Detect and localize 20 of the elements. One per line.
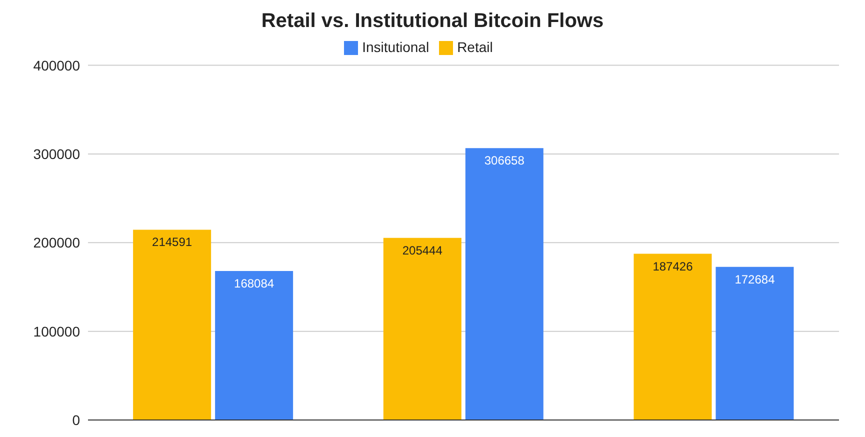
data-label: 205444	[402, 243, 443, 258]
bar	[133, 230, 212, 420]
data-label: 168084	[234, 276, 274, 290]
legend-label: Retail	[457, 39, 493, 55]
data-label: 214591	[152, 235, 192, 250]
bar	[383, 238, 462, 420]
data-label: 172684	[734, 272, 776, 286]
y-tick-label: 300000	[33, 146, 80, 162]
bar	[215, 270, 294, 420]
chart-title: Retail vs. Institutional Bitcoin Flows	[260, 9, 605, 34]
bar	[465, 148, 544, 420]
y-tick-label: 400000	[33, 57, 80, 74]
data-label: 306658	[484, 154, 525, 168]
bar	[716, 266, 794, 420]
y-tick-label: 0	[72, 412, 80, 428]
y-tick-label: 100000	[33, 323, 80, 340]
y-tick-label: 200000	[33, 234, 80, 251]
bar	[634, 254, 712, 420]
legend-label: Insitutional	[362, 39, 430, 55]
data-label: 187426	[652, 259, 694, 274]
